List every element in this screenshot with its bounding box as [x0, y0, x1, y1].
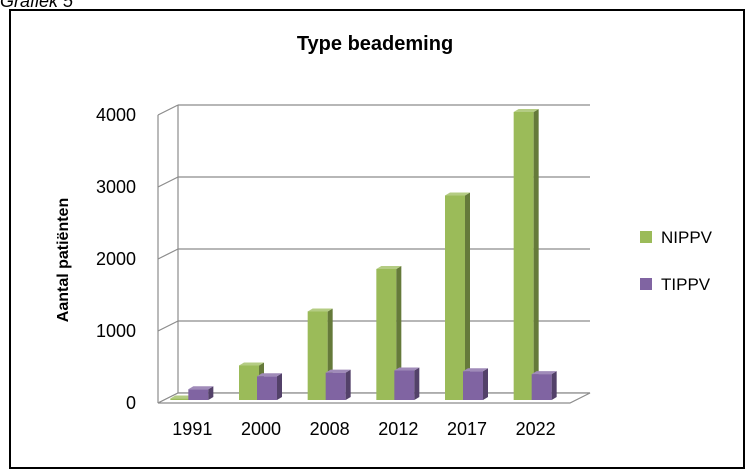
legend-swatch — [640, 278, 652, 290]
bar-side — [551, 371, 557, 400]
bar-side — [465, 192, 470, 400]
x-tick-label: 2012 — [378, 419, 418, 439]
x-tick-label: 2017 — [447, 419, 487, 439]
chart-title: Type beademing — [297, 33, 453, 55]
y-axis-label: Aantal patiënten — [55, 198, 72, 322]
bar-side — [533, 109, 539, 400]
bar-top — [325, 369, 351, 373]
bar-side — [396, 265, 402, 400]
plot-area: 0 1000 2000 3000 4000 1991 2000 2008 2012 2017 202… — [96, 104, 591, 439]
bar-top — [257, 373, 282, 377]
bar-top — [445, 192, 470, 196]
bar-top — [394, 367, 420, 371]
bar-front — [239, 365, 259, 400]
bar-front — [531, 374, 552, 400]
bar-side — [483, 368, 488, 400]
gridline-side — [157, 104, 179, 116]
bar-front — [394, 370, 415, 400]
legend-label: NIPPV — [661, 228, 713, 247]
gridline-side — [157, 248, 179, 260]
bar-front — [257, 376, 277, 400]
bar-top — [531, 371, 557, 375]
legend: NIPPV TIPPV — [640, 228, 713, 294]
bar-front — [463, 371, 483, 400]
y-tick-label: 2000 — [96, 249, 136, 269]
bar-front — [513, 112, 534, 400]
y-tick-label: 1000 — [96, 321, 136, 341]
gridline-side — [157, 320, 179, 332]
bar-side — [345, 369, 351, 400]
x-tick-label: 2000 — [241, 419, 281, 439]
x-tick-label: 2022 — [516, 419, 556, 439]
bar-top — [307, 308, 333, 312]
y-tick-label: 3000 — [96, 177, 136, 197]
bar-top — [463, 368, 488, 372]
bar-front — [188, 389, 209, 400]
bar-front — [445, 195, 465, 400]
y-tick-label: 4000 — [96, 105, 136, 125]
x-tick-label: 1991 — [172, 419, 212, 439]
bar-top — [376, 265, 402, 269]
bar-chart: Type beademing Aantal patiënten 0 1000 200… — [55, 33, 713, 439]
bar-front — [170, 398, 191, 400]
bar-top — [239, 362, 264, 366]
y-tick-label: 0 — [126, 393, 136, 413]
bar-front — [307, 311, 328, 400]
legend-swatch — [640, 231, 652, 243]
bar-side — [277, 373, 282, 400]
legend-label: TIPPV — [661, 275, 711, 294]
figure-caption: Grafiek 5 — [0, 0, 74, 11]
bar-top — [188, 386, 214, 390]
bar-front — [376, 268, 397, 400]
bar-front — [325, 372, 346, 400]
x-tick-label: 2008 — [310, 419, 350, 439]
bar-top — [513, 109, 539, 112]
bar-side — [208, 386, 214, 400]
gridline-side — [157, 176, 179, 188]
bar-side — [414, 367, 420, 400]
